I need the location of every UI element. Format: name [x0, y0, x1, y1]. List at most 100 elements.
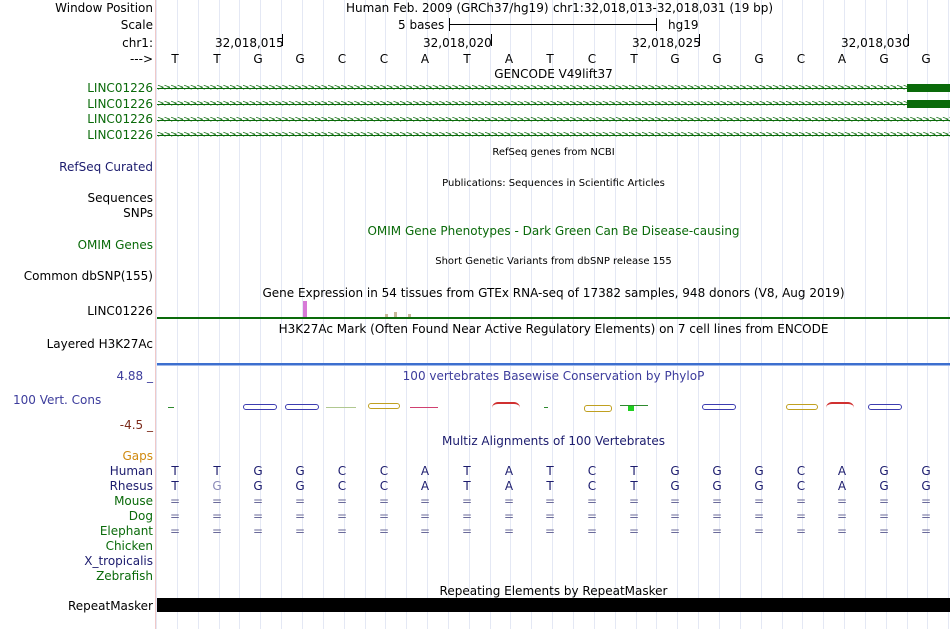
species-label-rhesus[interactable]: Rhesus	[109, 479, 153, 493]
species-label-human[interactable]: Human	[109, 464, 153, 478]
chr-label: chr1:	[122, 36, 153, 50]
grid-line	[177, 0, 178, 629]
coord-tick-2: 32,018,020	[423, 36, 492, 50]
base-cell: G	[712, 464, 722, 478]
base-cell: G	[670, 464, 680, 478]
gencode-transcript-label[interactable]: LINC01226	[87, 128, 153, 142]
grid-line	[865, 0, 866, 629]
repeatmasker-label[interactable]: RepeatMasker	[67, 599, 153, 613]
base-cell: =	[378, 494, 390, 508]
base-cell: G	[712, 52, 722, 66]
h3k27ac-label[interactable]: Layered H3K27Ac	[46, 337, 153, 351]
base-cell: G	[253, 52, 263, 66]
base-cell: G	[921, 52, 931, 66]
base-cell: =	[711, 524, 723, 538]
dbsnp-label[interactable]: Common dbSNP(155)	[23, 269, 153, 283]
base-cell: G	[295, 464, 305, 478]
grid-line	[656, 0, 657, 629]
base-cell: C	[587, 464, 597, 478]
gencode-transcript-label[interactable]: LINC01226	[87, 97, 153, 111]
base-cell: T	[546, 52, 554, 66]
grid-line	[510, 0, 511, 629]
grid-line	[448, 0, 449, 629]
grid-line	[156, 0, 157, 629]
grid-line	[677, 0, 678, 629]
gencode-transcript-label[interactable]: LINC01226	[87, 112, 153, 126]
base-cell: G	[212, 479, 222, 493]
coord-tick-mark	[908, 34, 909, 46]
coord-tick-4: 32,018,030	[841, 36, 910, 50]
strand-arrows-icon: >>>>>>>>>>>>>>>>>>>>>>>>>>>>>>>>>>>>>>>>…	[157, 131, 950, 140]
grid-line	[698, 0, 699, 629]
refseq-label[interactable]: RefSeq Curated	[59, 160, 153, 174]
snps-label[interactable]: SNPs	[123, 206, 153, 220]
base-cell: =	[419, 509, 431, 523]
base-cell: T	[463, 52, 471, 66]
gtex-gene-label[interactable]: LINC01226	[87, 304, 153, 318]
refseq-title[interactable]: RefSeq genes from NCBI	[492, 147, 615, 158]
species-label-mouse[interactable]: Mouse	[114, 494, 153, 508]
base-cell: T	[171, 479, 179, 493]
coord-tick-mark	[699, 34, 700, 46]
grid-line	[927, 0, 928, 629]
base-cell: =	[586, 509, 598, 523]
grid-line	[802, 0, 803, 629]
species-label-chicken[interactable]: Chicken	[105, 539, 153, 553]
base-cell: =	[711, 509, 723, 523]
coord-tick-1: 32,018,015	[215, 36, 284, 50]
species-label-dog[interactable]: Dog	[128, 509, 153, 523]
grid-line	[531, 0, 532, 629]
grid-line	[573, 0, 574, 629]
grid-line	[907, 0, 908, 629]
species-label-x-tropicalis[interactable]: X_tropicalis	[84, 554, 153, 568]
grid-line	[948, 0, 949, 629]
base-cell: =	[628, 509, 640, 523]
base-cell: =	[294, 524, 306, 538]
base-cell: =	[586, 524, 598, 538]
base-cell: G	[879, 479, 889, 493]
base-cell: =	[336, 509, 348, 523]
grid-line	[323, 0, 324, 629]
species-label-elephant[interactable]: Elephant	[99, 524, 153, 538]
gaps-label[interactable]: Gaps	[122, 449, 153, 463]
base-cell: =	[628, 494, 640, 508]
repeatmasker-title[interactable]: Repeating Elements by RepeatMasker	[439, 584, 668, 598]
omim-label[interactable]: OMIM Genes	[77, 238, 153, 252]
base-cell: C	[379, 464, 389, 478]
base-cell: =	[544, 509, 556, 523]
publications-title[interactable]: Publications: Sequences in Scientific Ar…	[442, 178, 665, 189]
base-cell: =	[169, 509, 181, 523]
species-label-zebrafish[interactable]: Zebrafish	[96, 569, 153, 583]
scale-label: Scale	[120, 18, 153, 32]
grid-line	[302, 0, 303, 629]
h3k27ac-title[interactable]: H3K27Ac Mark (Often Found Near Active Re…	[278, 322, 829, 336]
base-cell: =	[294, 494, 306, 508]
sequences-label[interactable]: Sequences	[87, 191, 153, 205]
dbsnp-title[interactable]: Short Genetic Variants from dbSNP releas…	[435, 256, 672, 267]
base-cell: A	[420, 464, 430, 478]
base-cell: =	[419, 524, 431, 538]
grid-line	[782, 0, 783, 629]
gtex-title[interactable]: Gene Expression in 54 tissues from GTEx …	[262, 286, 845, 300]
gencode-title[interactable]: GENCODE V49lift37	[494, 67, 613, 81]
repeat-element-block[interactable]	[157, 598, 950, 612]
phylop-title[interactable]: 100 vertebrates Basewise Conservation by…	[402, 369, 705, 383]
base-cell: A	[837, 52, 847, 66]
grid-line	[886, 0, 887, 629]
base-cell: =	[169, 524, 181, 538]
cons-label[interactable]: 100 Vert. Cons	[13, 393, 102, 407]
cons-min: -4.5 _	[119, 418, 153, 432]
gencode-transcript-label[interactable]: LINC01226	[87, 81, 153, 95]
base-cell: =	[461, 524, 473, 538]
grid-line	[198, 0, 199, 629]
base-cell: =	[669, 494, 681, 508]
strand-arrows-icon: >>>>>>>>>>>>>>>>>>>>>>>>>>>>>>>>>>>>>>>>…	[157, 84, 950, 93]
base-cell: =	[836, 494, 848, 508]
base-cell: =	[336, 494, 348, 508]
omim-title[interactable]: OMIM Gene Phenotypes - Dark Green Can Be…	[367, 224, 740, 238]
base-cell: T	[546, 479, 554, 493]
base-cell: C	[379, 52, 389, 66]
multiz-title[interactable]: Multiz Alignments of 100 Vertebrates	[441, 434, 666, 448]
base-cell: =	[920, 524, 932, 538]
grid-line	[219, 0, 220, 629]
